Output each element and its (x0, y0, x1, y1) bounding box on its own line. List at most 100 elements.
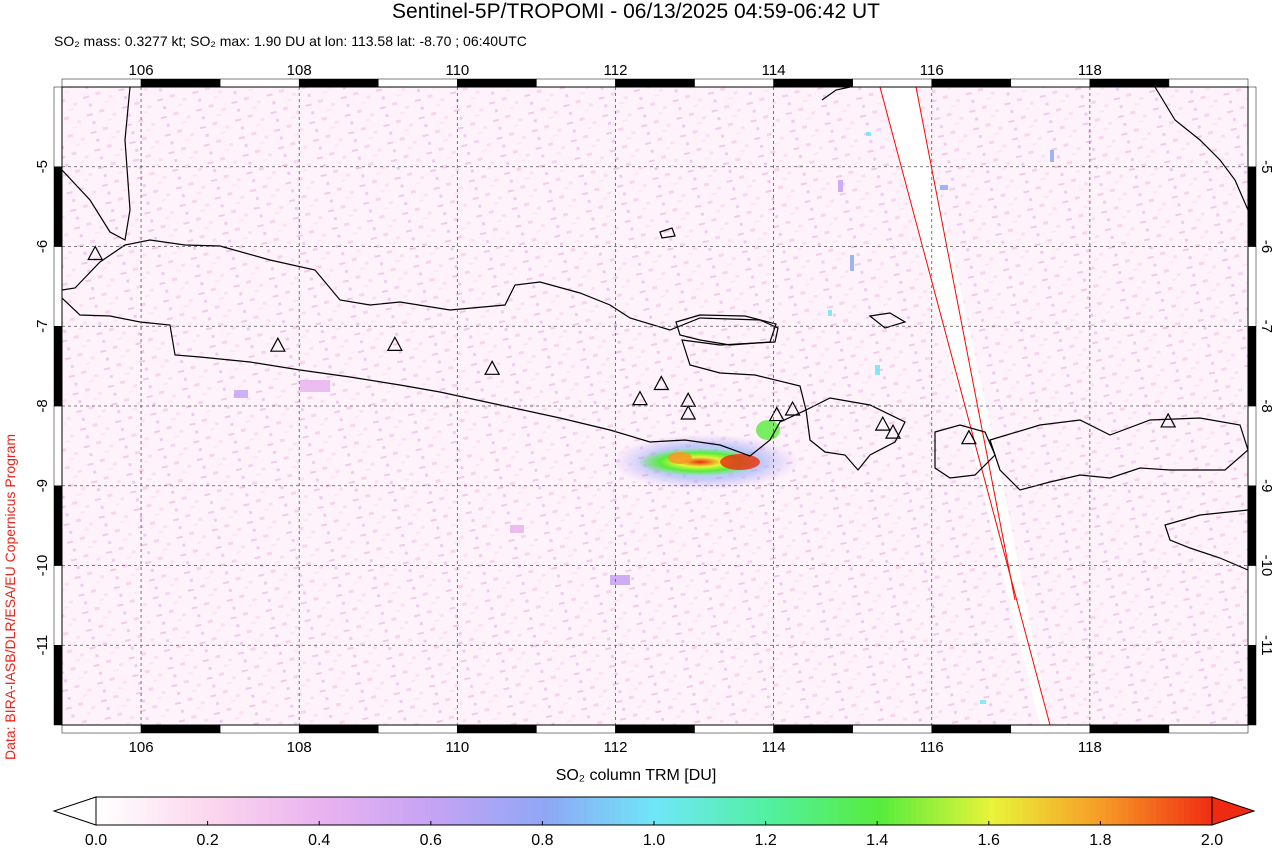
colorbar-segment (140, 797, 147, 825)
frame-segment (1247, 405, 1257, 486)
colorbar-segment (999, 797, 1007, 825)
colorbar-segment (614, 797, 622, 825)
colorbar-segment (1100, 797, 1107, 825)
colorbar-segment (1200, 797, 1208, 825)
colorbar-segment (793, 797, 800, 825)
lon-tick-label: 118 (1078, 62, 1102, 79)
colorbar-segment (1172, 797, 1180, 825)
frame-segment (61, 78, 142, 88)
colorbar-segment (469, 797, 477, 825)
colorbar-segment (257, 797, 264, 825)
colorbar-segment (893, 797, 901, 825)
lat-tick-label: -7 (1258, 320, 1272, 333)
colorbar-segment (162, 797, 170, 825)
frame-segment (1247, 565, 1257, 646)
colorbar-segment (626, 797, 633, 825)
colorbar-segment (330, 797, 337, 825)
lat-tick-label: -9 (1258, 479, 1272, 492)
so2-plume (610, 420, 800, 490)
java-coast (62, 239, 807, 457)
frame-segment (615, 78, 695, 88)
colorbar-segment (274, 797, 281, 825)
frame-segment (1247, 645, 1257, 726)
lombok-coast (934, 424, 996, 479)
colorbar-segment (871, 797, 878, 825)
colorbar-segment (726, 797, 733, 825)
colorbar-tick-label: 0.8 (531, 832, 554, 849)
colorbar-segment (1050, 797, 1057, 825)
colorbar-segment (263, 797, 270, 825)
colorbar-segment (441, 797, 449, 825)
colorbar-segment (1167, 797, 1174, 825)
lat-tick-label: -11 (1258, 635, 1272, 656)
lon-tick-label: 116 (920, 739, 944, 756)
colorbar-segment (425, 797, 432, 825)
colorbar-segment (637, 797, 644, 825)
colorbar-segment (687, 797, 694, 825)
colorbar-segment (760, 797, 767, 825)
sumbawa-coast (989, 417, 1248, 491)
colorbar-segment (536, 797, 543, 825)
colorbar-tick-label: 1.2 (754, 832, 777, 849)
colorbar-segment (709, 797, 716, 825)
colorbar-segment (118, 797, 125, 825)
frame-segment (1089, 724, 1170, 734)
frame-segment (615, 724, 695, 734)
colorbar-segment (838, 797, 845, 825)
colorbar-segment (202, 797, 209, 825)
volcano-marker (874, 415, 891, 431)
frame-segment (1247, 485, 1257, 566)
volcano-marker (484, 360, 501, 375)
volcano-marker (269, 336, 286, 352)
colorbar-segment (1122, 797, 1129, 825)
lon-tick-label: 110 (445, 739, 469, 756)
volcano-marker (680, 404, 697, 420)
colorbar-segment (1094, 797, 1101, 825)
colorbar-segment (1033, 797, 1040, 825)
coastlines (62, 87, 1248, 571)
colorbar-segment (174, 797, 181, 825)
plot-area (62, 87, 1248, 725)
lon-tick-label: 112 (604, 739, 628, 756)
colorbar-segment (313, 797, 320, 825)
frame-segment (1168, 78, 1249, 88)
colorbar-segment (402, 797, 410, 825)
colorbar-segment (581, 797, 588, 825)
colorbar-segment (1139, 797, 1146, 825)
colorbar-segment (609, 797, 616, 825)
borneo-coast-east (1154, 87, 1248, 211)
colorbar-segment (1039, 797, 1046, 825)
colorbar-segment (804, 797, 811, 825)
frame-segment (457, 724, 537, 734)
colorbar-segment (475, 797, 482, 825)
colorbar-segment (748, 797, 756, 825)
colorbar-segment (955, 797, 962, 825)
colorbar-segment (1206, 797, 1213, 825)
colorbar-segment (1150, 797, 1157, 825)
colorbar-segment (860, 797, 867, 825)
colorbar-segment (531, 797, 538, 825)
colorbar-segment (754, 797, 761, 825)
frame-segment (773, 78, 853, 88)
volcano-marker (386, 336, 403, 351)
frame-segment (53, 645, 63, 726)
colorbar-segment (592, 797, 599, 825)
so2-summary: SO₂ mass: 0.3277 kt; SO₂ max: 1.90 DU at… (54, 33, 527, 49)
lat-tick-label: -8 (1258, 399, 1272, 412)
madura-coast (675, 314, 777, 346)
colorbar-segment (1184, 797, 1191, 825)
colorbar-segment (1089, 797, 1096, 825)
colorbar-segment (693, 797, 700, 825)
colorbar-segment (352, 797, 359, 825)
lat-tick-label: -10 (1258, 555, 1272, 577)
colorbar-segment (1128, 797, 1135, 825)
colorbar-segment (520, 797, 527, 825)
frame-segment (536, 724, 616, 734)
colorbar-segment (882, 797, 889, 825)
lat-tick-label: -8 (34, 399, 51, 412)
borneo-coast (821, 87, 851, 101)
frame-segment (140, 724, 221, 734)
frame-segment (140, 78, 221, 88)
colorbar-segment (899, 797, 906, 825)
frame-segment (61, 724, 142, 734)
